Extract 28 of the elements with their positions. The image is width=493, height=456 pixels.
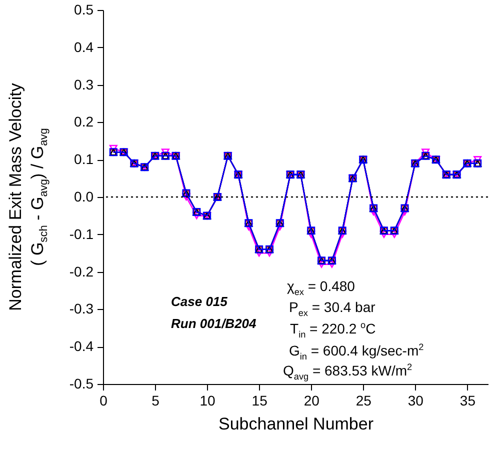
annotation: Run 001/B204 [171, 316, 256, 331]
x-tick-label: 10 [200, 392, 216, 408]
annotation: P$_{ex}$ = 30.4 bar [289, 299, 376, 318]
x-tick-label: 35 [460, 392, 476, 408]
annotation: Case 015 [171, 294, 228, 309]
y-tick-label: 0.5 [74, 2, 94, 18]
y-tick-label: 0.0 [74, 188, 94, 204]
x-tick-label: 0 [100, 392, 108, 408]
x-axis-title: Subchannel Number [218, 414, 374, 434]
x-tick-label: 30 [408, 392, 424, 408]
x-tick-label: 20 [304, 392, 320, 408]
annotation: χ$_{ex}$ = 0.480 [287, 278, 355, 297]
y-tick-label: -0.4 [69, 338, 94, 354]
y-tick-label: 0.2 [74, 114, 94, 130]
x-tick-label: 25 [356, 392, 372, 408]
y-tick-label: 0.1 [74, 151, 94, 168]
x-tick-label: 15 [252, 392, 268, 408]
x-tick-label: 5 [152, 392, 160, 408]
annotation: G$_{in}$ = 600.4 kg/sec-m$^{2}$ [289, 342, 424, 362]
y-tick-label: -0.3 [69, 300, 94, 317]
annotation: Q$_{avg}$ = 683.53 kW/m$^{2}$ [283, 362, 412, 382]
y-tick-label: -0.5 [69, 376, 94, 392]
y-tick-label: -0.1 [69, 226, 94, 242]
y-tick-label: 0.3 [74, 76, 94, 92]
y-tick-label: -0.2 [69, 263, 94, 280]
text: Normalized Exit Mass Velocity [6, 83, 25, 311]
annotation: T$_{in}$ = 220.2 $^{o}$C [290, 320, 376, 340]
y-tick-label: 0.4 [74, 38, 94, 55]
